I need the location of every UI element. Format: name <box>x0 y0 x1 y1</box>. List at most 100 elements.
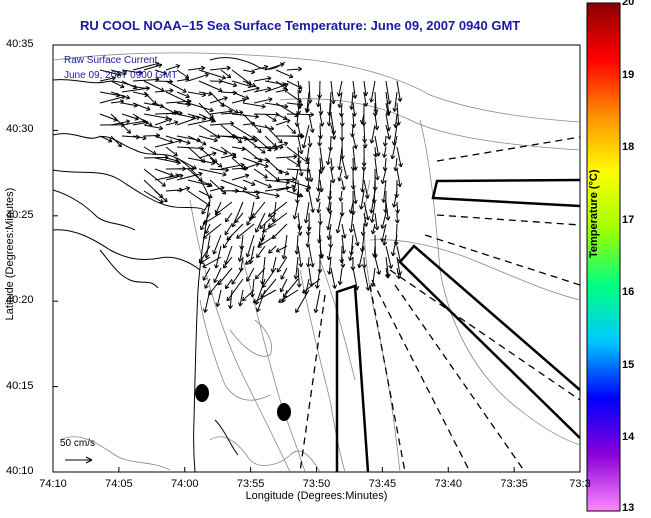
current-vector <box>337 267 343 286</box>
current-vector <box>267 201 288 217</box>
colorbar-tick-label: 18 <box>622 141 635 154</box>
current-vector <box>362 135 368 149</box>
current-vector <box>110 99 124 105</box>
x-tick-label: 73:35 <box>500 478 528 490</box>
current-vector <box>325 146 332 166</box>
colorbar-tick-label: 20 <box>622 0 635 8</box>
current-vector <box>200 212 211 231</box>
current-vector <box>176 186 191 192</box>
current-vector <box>198 69 226 80</box>
current-vector <box>360 168 366 193</box>
colorbar-tick-label: 17 <box>622 213 635 226</box>
current-vector <box>165 110 179 116</box>
current-vector <box>301 278 321 294</box>
current-vector <box>304 157 310 182</box>
current-vector <box>361 256 367 269</box>
current-vector <box>308 168 314 183</box>
x-tick-label: 73:3 <box>569 478 591 490</box>
current-vector <box>99 135 113 143</box>
current-vector <box>110 113 132 134</box>
current-vector <box>176 171 203 181</box>
current-vector <box>238 289 244 307</box>
x-tick-label: 73:45 <box>368 478 397 490</box>
current-vector <box>294 113 300 127</box>
current-vector <box>370 223 376 235</box>
current-vector <box>99 75 116 82</box>
scale-vector-label: 50 cm/s <box>60 438 96 449</box>
current-vector <box>202 256 222 268</box>
current-vector <box>318 102 324 115</box>
current-vector <box>385 201 391 221</box>
current-vector <box>236 223 255 239</box>
current-vector <box>262 267 277 288</box>
current-vector <box>385 245 394 269</box>
map-frame <box>52 44 581 473</box>
current-vector <box>293 256 299 280</box>
current-vector <box>234 212 244 224</box>
current-vector <box>132 102 151 111</box>
current-vector <box>253 168 268 179</box>
current-vector <box>340 256 346 268</box>
current-vector <box>187 113 207 121</box>
current-vector <box>308 190 315 213</box>
current-vector <box>315 190 321 203</box>
current-vector <box>209 65 231 71</box>
current-vector <box>359 190 365 210</box>
current-vector <box>330 124 337 140</box>
current-vector <box>396 245 403 263</box>
current-vector <box>209 146 228 155</box>
current-vector <box>275 176 296 182</box>
current-vector <box>209 96 228 104</box>
current-vector <box>212 234 222 255</box>
current-vector <box>278 289 299 303</box>
current-vector <box>297 80 303 94</box>
current-vector <box>357 245 365 269</box>
current-vector <box>198 151 217 159</box>
current-vector <box>209 121 235 127</box>
current-vector <box>374 113 380 131</box>
y-tick-label: 40:25 <box>6 208 34 221</box>
current-vector <box>305 223 311 236</box>
current-vector <box>226 278 244 302</box>
current-vector <box>237 245 244 262</box>
current-vector <box>154 88 174 94</box>
current-vector <box>253 76 272 82</box>
current-vector <box>143 133 161 139</box>
current-vector <box>292 168 299 193</box>
current-vector <box>224 223 233 236</box>
current-vector <box>224 278 233 290</box>
current-vector <box>143 124 164 131</box>
current-vector <box>202 223 222 239</box>
current-vector <box>259 212 277 230</box>
colorbar-tick-label: 15 <box>622 358 635 371</box>
colorbar-tick-label: 16 <box>622 286 635 299</box>
current-vector <box>363 267 371 291</box>
current-vector <box>305 234 311 248</box>
current-vector <box>198 102 214 119</box>
current-vector <box>316 201 322 214</box>
current-vector <box>242 121 256 127</box>
current-vector <box>264 124 283 144</box>
current-vector <box>297 135 304 155</box>
current-vector <box>110 119 131 126</box>
current-vector <box>251 201 266 219</box>
current-vector <box>371 245 377 258</box>
current-vector <box>214 201 233 216</box>
current-vector <box>341 223 347 239</box>
current-vector <box>352 80 358 99</box>
current-vector <box>231 173 250 181</box>
current-vector <box>297 157 304 177</box>
current-vector <box>242 69 256 75</box>
station-marker <box>195 384 209 402</box>
current-vector <box>201 201 211 215</box>
current-vector <box>242 80 256 88</box>
current-vector <box>268 245 277 254</box>
current-vector <box>348 201 354 214</box>
current-vector <box>384 267 390 279</box>
current-vector <box>296 267 302 288</box>
current-vector <box>271 223 288 240</box>
current-vector <box>307 135 313 148</box>
current-vector <box>165 135 191 145</box>
current-vector <box>337 168 343 182</box>
